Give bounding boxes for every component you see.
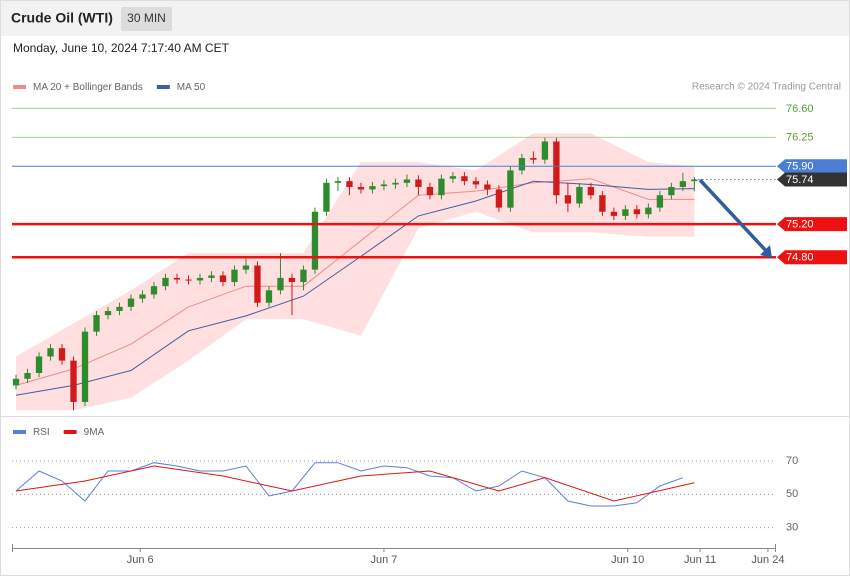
- interval: 30 MIN: [127, 11, 166, 25]
- candle-body: [104, 310, 112, 316]
- bollinger-band: [16, 133, 695, 411]
- price-label: 76.25: [786, 132, 814, 144]
- candle-body: [541, 141, 549, 160]
- price-tag: [777, 172, 847, 187]
- candle-body: [81, 331, 89, 402]
- forecast-arrow-head: [760, 245, 772, 258]
- candle-body: [162, 277, 169, 287]
- x-tick-label: Jun 11: [684, 554, 716, 566]
- candle-body: [426, 186, 434, 196]
- legend-label: MA 20 + Bollinger Bands: [33, 82, 143, 93]
- candle-body: [47, 348, 54, 357]
- candle-body: [357, 186, 365, 190]
- candle-body: [185, 279, 192, 281]
- ma-line: [15, 178, 695, 386]
- indicator-line: [15, 462, 684, 507]
- candle-body: [679, 181, 687, 187]
- legend-swatch: [13, 430, 26, 434]
- legend-label: 9MA: [84, 427, 105, 438]
- candle-body: [70, 360, 77, 402]
- candle-body: [576, 186, 583, 204]
- candle-body: [415, 179, 422, 187]
- date: Monday, June 10, 2024 7:17:40 AM CET: [13, 41, 230, 55]
- price-label: 76.60: [786, 103, 814, 115]
- candle-body: [599, 195, 606, 212]
- candle-body: [58, 348, 66, 361]
- candle-body: [553, 141, 560, 196]
- candle-body: [334, 181, 342, 183]
- legend-label: RSI: [33, 427, 50, 438]
- candle-body: [564, 195, 572, 204]
- candle-body: [116, 306, 123, 311]
- candle-body: [403, 179, 411, 183]
- y-tick-label: 30: [786, 522, 798, 534]
- price-label: 74.80: [786, 252, 814, 264]
- candle-body: [196, 277, 204, 281]
- candle-body: [518, 158, 526, 171]
- price-label: 75.74: [786, 174, 814, 186]
- y-tick-label: 70: [786, 455, 798, 467]
- price-tag: [777, 250, 847, 265]
- candle-body: [438, 178, 445, 196]
- candle-body: [277, 277, 284, 291]
- candle-body: [645, 207, 652, 215]
- candle-body: [369, 186, 376, 190]
- candle-body: [392, 182, 399, 185]
- candle-body: [242, 265, 250, 270]
- candle-body: [472, 181, 480, 185]
- candle-body: [530, 158, 537, 160]
- x-tick-label: Jun 7: [370, 554, 397, 566]
- candle-body: [219, 275, 227, 283]
- candle-body: [12, 378, 20, 386]
- candle-body: [173, 277, 181, 280]
- candle-body: [622, 209, 629, 216]
- candle-body: [495, 189, 503, 208]
- candle-body: [231, 269, 238, 283]
- candle-body: [311, 211, 319, 270]
- price-tag: [777, 217, 847, 232]
- legend-label: MA 50: [177, 82, 206, 93]
- candle-body: [150, 286, 158, 295]
- candle-body: [323, 182, 330, 212]
- candle-body: [208, 275, 215, 278]
- candle-body: [668, 186, 675, 196]
- candle-body: [449, 176, 457, 179]
- price-label: 75.90: [786, 161, 814, 173]
- x-tick-label: Jun 6: [127, 554, 154, 566]
- candle-body: [507, 170, 514, 208]
- x-tick-label: Jun 24: [751, 554, 784, 566]
- legend-swatch: [63, 430, 77, 434]
- candle-body: [461, 176, 468, 182]
- y-tick-label: 50: [786, 488, 798, 500]
- candle-body: [254, 265, 261, 303]
- candle-body: [633, 209, 641, 215]
- candle-body: [610, 211, 618, 216]
- candle-body: [691, 179, 698, 182]
- forecast-arrow: [698, 178, 771, 256]
- price-tag: [777, 159, 847, 174]
- x-tick-label: Jun 10: [611, 554, 644, 566]
- candle-body: [139, 294, 146, 299]
- candle-body: [24, 373, 31, 379]
- candle-body: [656, 195, 664, 208]
- candle-body: [265, 290, 273, 303]
- legend-swatch: [156, 85, 170, 89]
- price-label: 75.20: [786, 219, 814, 231]
- candle-body: [484, 184, 491, 190]
- interval-box: [121, 7, 172, 31]
- candle-body: [93, 315, 100, 332]
- indicator-line: [15, 465, 695, 502]
- title: Crude Oil (WTI): [11, 10, 113, 26]
- candle-body: [380, 184, 388, 187]
- candle-body: [127, 298, 135, 307]
- candle-body: [288, 277, 296, 283]
- candle-body: [346, 181, 353, 187]
- candle-body: [35, 356, 43, 374]
- candle-body: [300, 269, 307, 283]
- legend-swatch: [13, 85, 26, 89]
- credit: Research © 2024 Trading Central: [692, 82, 841, 93]
- candle-body: [587, 186, 595, 196]
